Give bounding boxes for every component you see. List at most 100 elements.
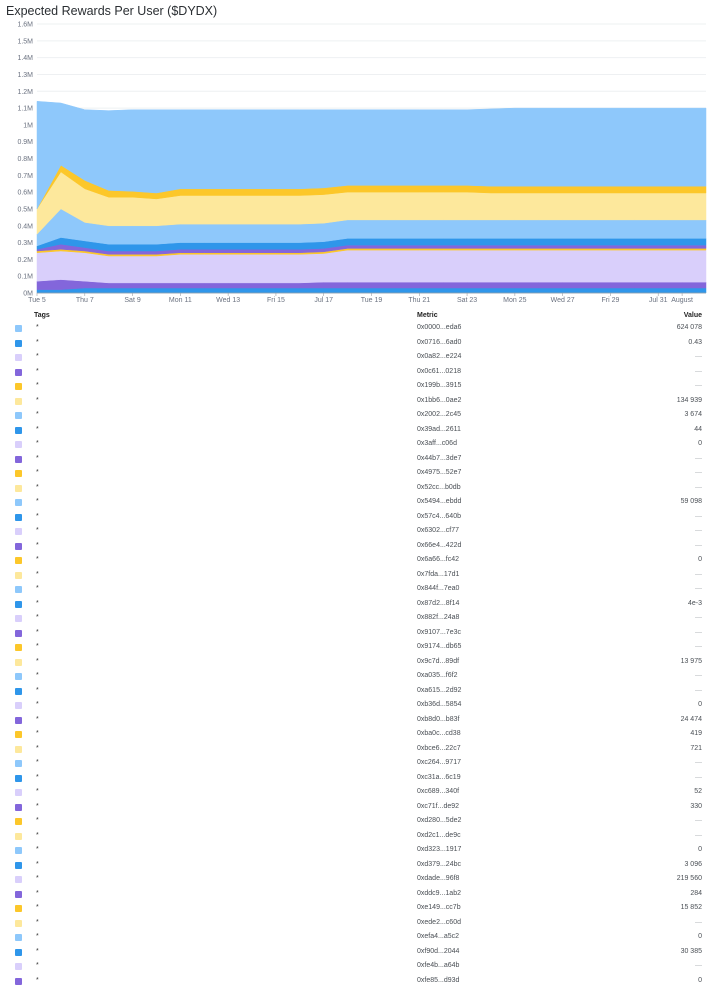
row-value: 330: [690, 802, 702, 810]
series-color-swatch: [15, 354, 22, 361]
table-row[interactable]: * 0x882f...24a8 —: [0, 612, 718, 627]
table-row[interactable]: * 0x5494...ebdd 59 098: [0, 496, 718, 511]
row-tag: *: [36, 759, 39, 766]
row-metric: 0x57c4...640b: [417, 512, 461, 520]
series-color-swatch: [15, 760, 22, 767]
row-tag: *: [36, 454, 39, 462]
row-metric: 0x882f...24a8: [417, 614, 460, 621]
x-tick-label: Thu 21: [408, 297, 430, 304]
series-color-swatch: [15, 673, 22, 680]
series-color-swatch: [15, 876, 22, 883]
table-row[interactable]: * 0x9174...db65 —: [0, 641, 718, 656]
table-row[interactable]: * 0xede2...c60d —: [0, 917, 718, 932]
table-row[interactable]: * 0x2002...2c45 3 674: [0, 409, 718, 424]
row-value: 0: [698, 440, 702, 447]
table-row[interactable]: * 0xf90d...2044 30 385: [0, 946, 718, 961]
y-tick-label: 1M: [23, 122, 33, 129]
row-tag: *: [36, 657, 39, 665]
table-row[interactable]: * 0xbce6...22c7 721: [0, 743, 718, 758]
series-color-swatch: [15, 803, 22, 811]
row-value: 44: [694, 425, 702, 433]
row-tag: *: [36, 396, 39, 404]
value-column-header[interactable]: Value: [683, 312, 702, 319]
table-row[interactable]: * 0x0c61...0218 —: [0, 366, 718, 381]
table-row[interactable]: * 0xe149...cc7b 15 852: [0, 902, 718, 917]
x-tick-label: Wed 13: [216, 297, 240, 304]
table-row[interactable]: * 0x44b7...3de7 —: [0, 453, 718, 468]
table-row[interactable]: * 0xd379...24bc 3 096: [0, 859, 718, 874]
table-row[interactable]: * 0x66e4...422d —: [0, 540, 718, 555]
table-row[interactable]: * 0x87d2...8f14 4e-3: [0, 598, 718, 613]
table-row[interactable]: * 0x7fda...17d1 —: [0, 569, 718, 584]
series-color-swatch: [15, 571, 22, 579]
row-value: 30 385: [680, 947, 702, 955]
y-tick-label: 1.5M: [17, 38, 33, 45]
table-row[interactable]: * 0xba0c...cd38 419: [0, 728, 718, 743]
table-row[interactable]: * 0x3aff...c06d 0: [0, 438, 718, 453]
row-value: 284: [690, 889, 702, 897]
series-color-swatch: [15, 847, 22, 854]
table-row[interactable]: * 0xefa4...a5c2 0: [0, 931, 718, 946]
row-metric: 0x844f...7ea0: [417, 585, 460, 592]
table-row[interactable]: * 0x0716...6ad0 0.43: [0, 337, 718, 352]
table-row[interactable]: * 0xc71f...de92 330: [0, 801, 718, 816]
table-row[interactable]: * 0xa615...2d92 —: [0, 685, 718, 700]
row-value: —: [695, 527, 702, 534]
table-row[interactable]: * 0x39ad...2611 44: [0, 424, 718, 439]
table-row[interactable]: * 0x9c7d...89df 13 975: [0, 656, 718, 671]
row-value: —: [695, 469, 702, 476]
table-row[interactable]: * 0xfe4b...a64b —: [0, 960, 718, 975]
area-series-10[interactable]: [36, 101, 707, 210]
table-row[interactable]: * 0x57c4...640b —: [0, 511, 718, 526]
table-row[interactable]: * 0xfe85...d93d 0: [0, 975, 718, 990]
table-row[interactable]: * 0x844f...7ea0 —: [0, 583, 718, 598]
table-row[interactable]: * 0xa035...f6f2 —: [0, 670, 718, 685]
table-row[interactable]: * 0xb36d...5854 0: [0, 699, 718, 714]
row-tag: *: [36, 715, 39, 723]
table-row[interactable]: * 0x9107...7e3c —: [0, 627, 718, 642]
area-series-1[interactable]: [36, 287, 707, 294]
row-tag: *: [36, 411, 39, 418]
row-metric: 0xba0c...cd38: [417, 730, 461, 737]
row-tag: *: [36, 512, 39, 520]
table-row[interactable]: * 0xd323...1917 0: [0, 844, 718, 859]
series-color-swatch: [15, 702, 22, 709]
row-value: —: [695, 817, 702, 824]
row-metric: 0xd379...24bc: [417, 860, 461, 868]
row-value: 0: [698, 556, 702, 563]
series-color-swatch: [15, 963, 22, 970]
table-row[interactable]: * 0x52cc...b0db —: [0, 482, 718, 497]
table-row[interactable]: * 0xddc9...1ab2 284: [0, 888, 718, 903]
table-row[interactable]: * 0x4975...52e7 —: [0, 467, 718, 482]
table-row[interactable]: * 0x0000...eda6 624 078: [0, 322, 718, 337]
series-color-swatch: [15, 383, 22, 390]
table-row[interactable]: * 0xc31a...6c19 —: [0, 772, 718, 787]
table-row[interactable]: * 0xc689...340f 52: [0, 786, 718, 801]
row-tag: *: [36, 904, 39, 911]
table-row[interactable]: * 0x6a66...fc42 0: [0, 554, 718, 569]
row-value: —: [695, 672, 702, 679]
tags-column-header[interactable]: Tags: [34, 312, 50, 319]
table-row[interactable]: * 0x199b...3915 —: [0, 380, 718, 395]
table-row[interactable]: * 0x6302...cf77 —: [0, 525, 718, 540]
series-color-swatch: [15, 586, 22, 593]
stacked-area-chart[interactable]: 1.6M 1.5M 1.4M 1.3M 1.2M 1.1M 1M 0.9M 0.8M 0.7M 0.…: [0, 0, 718, 310]
table-row[interactable]: * 0xdade...96f8 219 560: [0, 873, 718, 888]
table-row[interactable]: * 0xb8d0...b83f 24 474: [0, 714, 718, 729]
table-row[interactable]: * 0xc264...9717 —: [0, 757, 718, 772]
table-row[interactable]: * 0xd2c1...de9c —: [0, 830, 718, 845]
row-value: —: [695, 962, 702, 969]
series-color-swatch: [15, 368, 22, 376]
row-tag: *: [36, 817, 39, 824]
table-row[interactable]: * 0x1bb6...0ae2 134 939: [0, 395, 718, 410]
row-metric: 0xc31a...6c19: [417, 773, 461, 781]
row-value: —: [695, 382, 702, 389]
series-color-swatch: [15, 513, 22, 521]
row-value: —: [695, 512, 702, 520]
row-value: 624 078: [676, 324, 702, 331]
row-metric: 0xf90d...2044: [417, 947, 460, 955]
row-tag: *: [36, 918, 39, 926]
table-row[interactable]: * 0x0a82...e224 —: [0, 351, 718, 366]
metric-column-header[interactable]: Metric: [417, 312, 438, 319]
table-row[interactable]: * 0xd280...5de2 —: [0, 815, 718, 830]
